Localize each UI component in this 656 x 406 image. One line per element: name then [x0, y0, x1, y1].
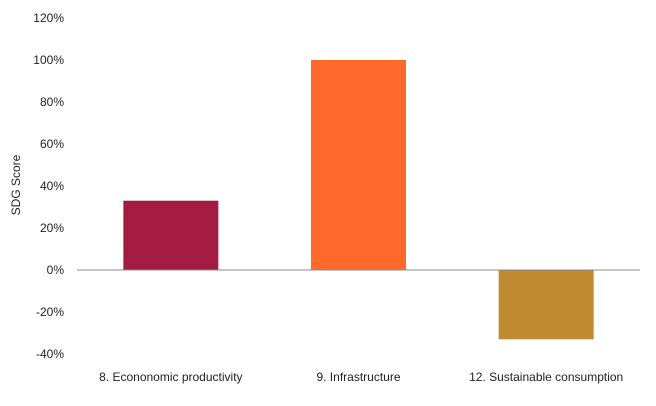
y-axis-label: SDG Score [9, 154, 23, 215]
x-category-label: 12. Sustainable consumption [469, 370, 623, 384]
y-tick-label: 120% [33, 11, 64, 25]
y-axis-ticks: -40% -20% 0% 20% 40% 60% 80% 100% 120% [33, 11, 64, 361]
y-tick-label: 20% [40, 221, 64, 235]
y-tick-label: -20% [36, 305, 64, 319]
y-tick-label: 80% [40, 95, 64, 109]
bar [123, 200, 219, 270]
y-tick-label: -40% [36, 347, 64, 361]
x-category-label: 9. Infrastructure [316, 370, 400, 384]
bar [498, 270, 594, 340]
x-axis-categories: 8. Econonomic productivity 9. Infrastruct… [99, 370, 623, 384]
x-category-label: 8. Econonomic productivity [99, 370, 242, 384]
bars [123, 60, 594, 340]
bar [311, 60, 406, 270]
y-tick-label: 60% [40, 137, 64, 151]
y-tick-label: 0% [47, 263, 65, 277]
y-tick-label: 100% [33, 53, 64, 67]
y-tick-label: 40% [40, 179, 64, 193]
